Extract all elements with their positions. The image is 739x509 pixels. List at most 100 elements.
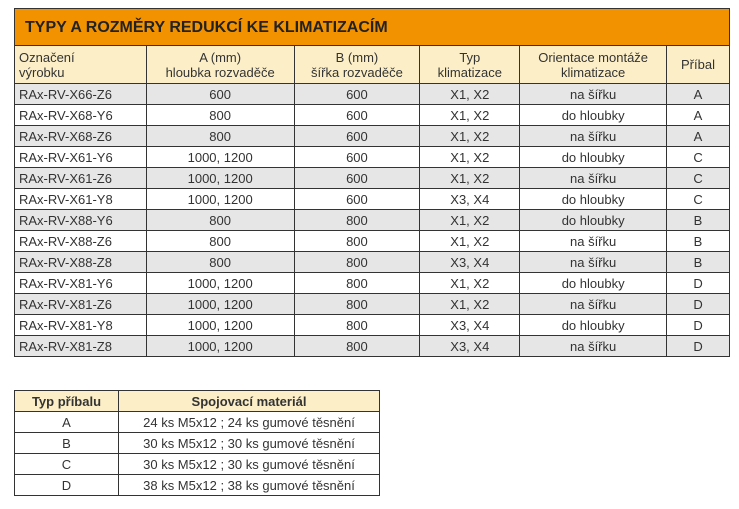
table-cell: na šířku — [519, 293, 668, 315]
table-row: RAx-RV-X68-Y6 800 600 X1, X2 do hloubky A — [14, 104, 730, 126]
column-header-line: klimatizace — [560, 64, 626, 80]
table-row: RAx-RV-X61-Z6 1000, 1200 600 X1, X2 na šířku… — [14, 167, 730, 189]
column-header-line: B (mm) — [335, 49, 379, 65]
table-cell: X1, X2 — [419, 83, 521, 105]
table-cell: do hloubky — [519, 188, 668, 210]
table-row: RAx-RV-X88-Z6 800 800 X1, X2 na šířku B — [14, 230, 730, 252]
table-cell: 1000, 1200 — [145, 146, 295, 168]
pack-column-header: Spojovací materiál — [118, 390, 380, 412]
table-cell: A — [666, 104, 730, 126]
table-cell: 1000, 1200 — [145, 272, 295, 294]
table-cell: X3, X4 — [419, 188, 521, 210]
column-header-line: klimatizace — [437, 64, 502, 80]
pack-row: D 38 ks M5x12 ; 38 ks gumové těsnění — [14, 474, 380, 496]
column-header: B (mm) šířka rozvaděče — [293, 45, 421, 84]
table-cell: C — [666, 188, 730, 210]
table-cell: RAx-RV-X68-Y6 — [14, 104, 147, 126]
table-cell: D — [666, 272, 730, 294]
table-cell: 600 — [293, 188, 421, 210]
table-cell: C — [666, 146, 730, 168]
table-cell: 800 — [293, 272, 421, 294]
column-header-line: šířka rozvaděče — [311, 64, 403, 80]
table-cell: X1, X2 — [419, 125, 521, 147]
table-cell: A — [666, 125, 730, 147]
pack-cell: 24 ks M5x12 ; 24 ks gumové těsnění — [118, 411, 380, 433]
pack-cell: A — [14, 411, 119, 433]
column-header-line: Označení — [19, 49, 75, 65]
table-cell: 800 — [293, 314, 421, 336]
table-cell: 800 — [145, 125, 295, 147]
table-cell: 800 — [145, 209, 295, 231]
table-cell: 800 — [293, 335, 421, 357]
table-cell: B — [666, 251, 730, 273]
table-cell: 800 — [293, 209, 421, 231]
table-row: RAx-RV-X88-Z8 800 800 X3, X4 na šířku B — [14, 251, 730, 273]
table-cell: na šířku — [519, 251, 668, 273]
table-cell: X1, X2 — [419, 230, 521, 252]
table-cell: 600 — [145, 83, 295, 105]
table-cell: X3, X4 — [419, 314, 521, 336]
table-cell: do hloubky — [519, 209, 668, 231]
table-cell: B — [666, 230, 730, 252]
pack-cell: D — [14, 474, 119, 496]
pack-column-header: Typ příbalu — [14, 390, 119, 412]
table-cell: do hloubky — [519, 104, 668, 126]
column-header: Typ klimatizace — [419, 45, 521, 84]
pack-row: A 24 ks M5x12 ; 24 ks gumové těsnění — [14, 411, 380, 433]
table-cell: 600 — [293, 146, 421, 168]
table-cell: RAx-RV-X88-Z6 — [14, 230, 147, 252]
table-cell: D — [666, 293, 730, 315]
table-cell: RAx-RV-X88-Z8 — [14, 251, 147, 273]
column-header-line: A (mm) — [199, 49, 242, 65]
pack-cell: C — [14, 453, 119, 475]
table-cell: 800 — [145, 251, 295, 273]
table-cell: RAx-RV-X81-Z8 — [14, 335, 147, 357]
column-header-line: výrobku — [19, 64, 65, 80]
table-cell: RAx-RV-X61-Y8 — [14, 188, 147, 210]
table-cell: B — [666, 209, 730, 231]
table-cell: 800 — [145, 230, 295, 252]
column-header-line: hloubka rozvaděče — [165, 64, 275, 80]
table-row: RAx-RV-X81-Y6 1000, 1200 800 X1, X2 do hloub… — [14, 272, 730, 294]
table-cell: na šířku — [519, 230, 668, 252]
table-cell: na šířku — [519, 335, 668, 357]
table-cell: do hloubky — [519, 314, 668, 336]
reductions-table: TYPY A ROZMĚRY REDUKCÍ KE KLIMATIZACÍM O… — [14, 8, 730, 357]
table-cell: RAx-RV-X68-Z6 — [14, 125, 147, 147]
table-cell: 800 — [293, 293, 421, 315]
column-header-line: Orientace montáže — [538, 49, 649, 65]
table-cell: D — [666, 314, 730, 336]
table-cell: X1, X2 — [419, 209, 521, 231]
pack-cell: 30 ks M5x12 ; 30 ks gumové těsnění — [118, 453, 380, 475]
table-cell: 1000, 1200 — [145, 335, 295, 357]
packaging-table: Typ příbalu Spojovací materiál A 24 ks M5x… — [14, 390, 380, 496]
pack-cell: 30 ks M5x12 ; 30 ks gumové těsnění — [118, 432, 380, 454]
column-header: Příbal — [666, 45, 730, 84]
table-cell: 600 — [293, 83, 421, 105]
table-cell: 800 — [293, 230, 421, 252]
table-cell: D — [666, 335, 730, 357]
table-cell: X1, X2 — [419, 272, 521, 294]
table-cell: X1, X2 — [419, 293, 521, 315]
table-cell: X1, X2 — [419, 146, 521, 168]
table-cell: 1000, 1200 — [145, 167, 295, 189]
table-cell: RAx-RV-X81-Z6 — [14, 293, 147, 315]
column-header: Orientace montáže klimatizace — [519, 45, 668, 84]
table-row: RAx-RV-X61-Y6 1000, 1200 600 X1, X2 do hloub… — [14, 146, 730, 168]
table-cell: na šířku — [519, 125, 668, 147]
table-cell: 800 — [293, 251, 421, 273]
table-cell: 1000, 1200 — [145, 314, 295, 336]
table-cell: 600 — [293, 167, 421, 189]
table-row: RAx-RV-X61-Y8 1000, 1200 600 X3, X4 do hloub… — [14, 188, 730, 210]
table-cell: X1, X2 — [419, 167, 521, 189]
pack-row: B 30 ks M5x12 ; 30 ks gumové těsnění — [14, 432, 380, 454]
table-cell: RAx-RV-X88-Y6 — [14, 209, 147, 231]
table-cell: 800 — [145, 104, 295, 126]
pack-cell: 38 ks M5x12 ; 38 ks gumové těsnění — [118, 474, 380, 496]
table-cell: na šířku — [519, 83, 668, 105]
table-cell: X3, X4 — [419, 251, 521, 273]
column-header: Označení výrobku — [14, 45, 147, 84]
table-row: RAx-RV-X68-Z6 800 600 X1, X2 na šířku A — [14, 125, 730, 147]
table-title: TYPY A ROZMĚRY REDUKCÍ KE KLIMATIZACÍM — [14, 8, 730, 46]
table-cell: 1000, 1200 — [145, 293, 295, 315]
